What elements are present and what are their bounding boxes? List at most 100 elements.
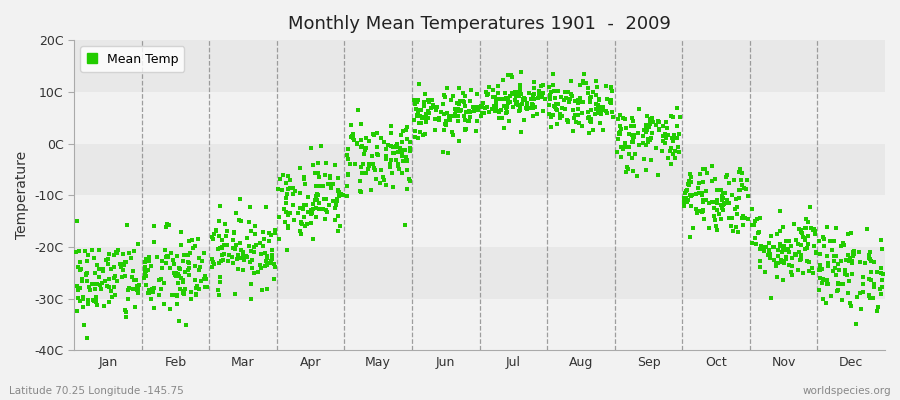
Point [233,196,248,202]
Point [855,289,869,296]
Point [112,261,127,267]
Point [370,130,384,136]
Point [511,108,526,114]
Point [508,96,522,103]
Point [561,118,575,124]
Point [716,202,730,208]
Bar [74,92,885,144]
Point [689,205,704,212]
Point [581,115,596,122]
Point [712,211,726,217]
Point [757,248,771,254]
Point [715,194,729,201]
Point [258,258,273,264]
Point [278,180,293,186]
Point [458,102,473,109]
Point [306,201,320,207]
Point [874,291,888,297]
Point [232,217,247,224]
Point [173,266,187,272]
Point [301,194,315,200]
Point [89,302,104,308]
Point [838,271,852,278]
Point [781,246,796,252]
Point [167,272,182,278]
Point [92,247,106,253]
Point [464,87,479,94]
Point [147,284,161,291]
Point [147,305,161,312]
Point [400,157,415,163]
Point [493,106,508,113]
Point [579,80,593,86]
Point [819,300,833,306]
Point [584,94,598,100]
Point [505,90,519,96]
Point [532,90,546,97]
Point [850,294,865,300]
Point [386,150,400,156]
Point [593,107,608,114]
Point [732,169,746,176]
Y-axis label: Temperature: Temperature [15,151,29,239]
Point [663,144,678,151]
Point [739,186,753,192]
Point [341,170,356,177]
Point [78,272,93,278]
Point [705,178,719,184]
Point [780,247,795,254]
Point [734,170,749,176]
Point [139,256,153,262]
Point [429,106,444,113]
Point [648,121,662,128]
Point [807,228,822,234]
Point [73,259,87,266]
Point [564,91,579,97]
Point [544,124,558,130]
Point [498,96,512,102]
Point [396,158,410,164]
Point [640,112,654,119]
Point [508,99,523,106]
Point [204,256,219,262]
Point [90,262,104,268]
Point [572,120,587,126]
Point [677,198,691,205]
Point [244,296,258,302]
Point [175,275,189,282]
Point [874,236,888,243]
Point [168,292,183,298]
Point [547,94,562,101]
Point [678,190,692,196]
Point [684,174,698,180]
Point [719,174,733,181]
Point [252,239,266,246]
Point [775,259,789,266]
Point [592,120,607,126]
Point [314,143,328,149]
Point [260,261,274,268]
Point [303,144,318,151]
Point [93,282,107,288]
Point [319,207,333,213]
Point [530,110,544,117]
Point [409,100,423,106]
Point [138,266,152,273]
Point [874,270,888,276]
Point [731,229,745,235]
Point [864,268,878,275]
Point [785,272,799,278]
Point [599,110,614,116]
Point [408,128,422,134]
Point [651,118,665,124]
Point [841,231,855,238]
Point [665,151,680,157]
Point [374,167,388,173]
Point [355,142,369,149]
Point [162,306,176,312]
Point [185,236,200,243]
Point [467,108,482,114]
Point [102,299,116,305]
Point [806,227,821,233]
Point [803,204,817,211]
